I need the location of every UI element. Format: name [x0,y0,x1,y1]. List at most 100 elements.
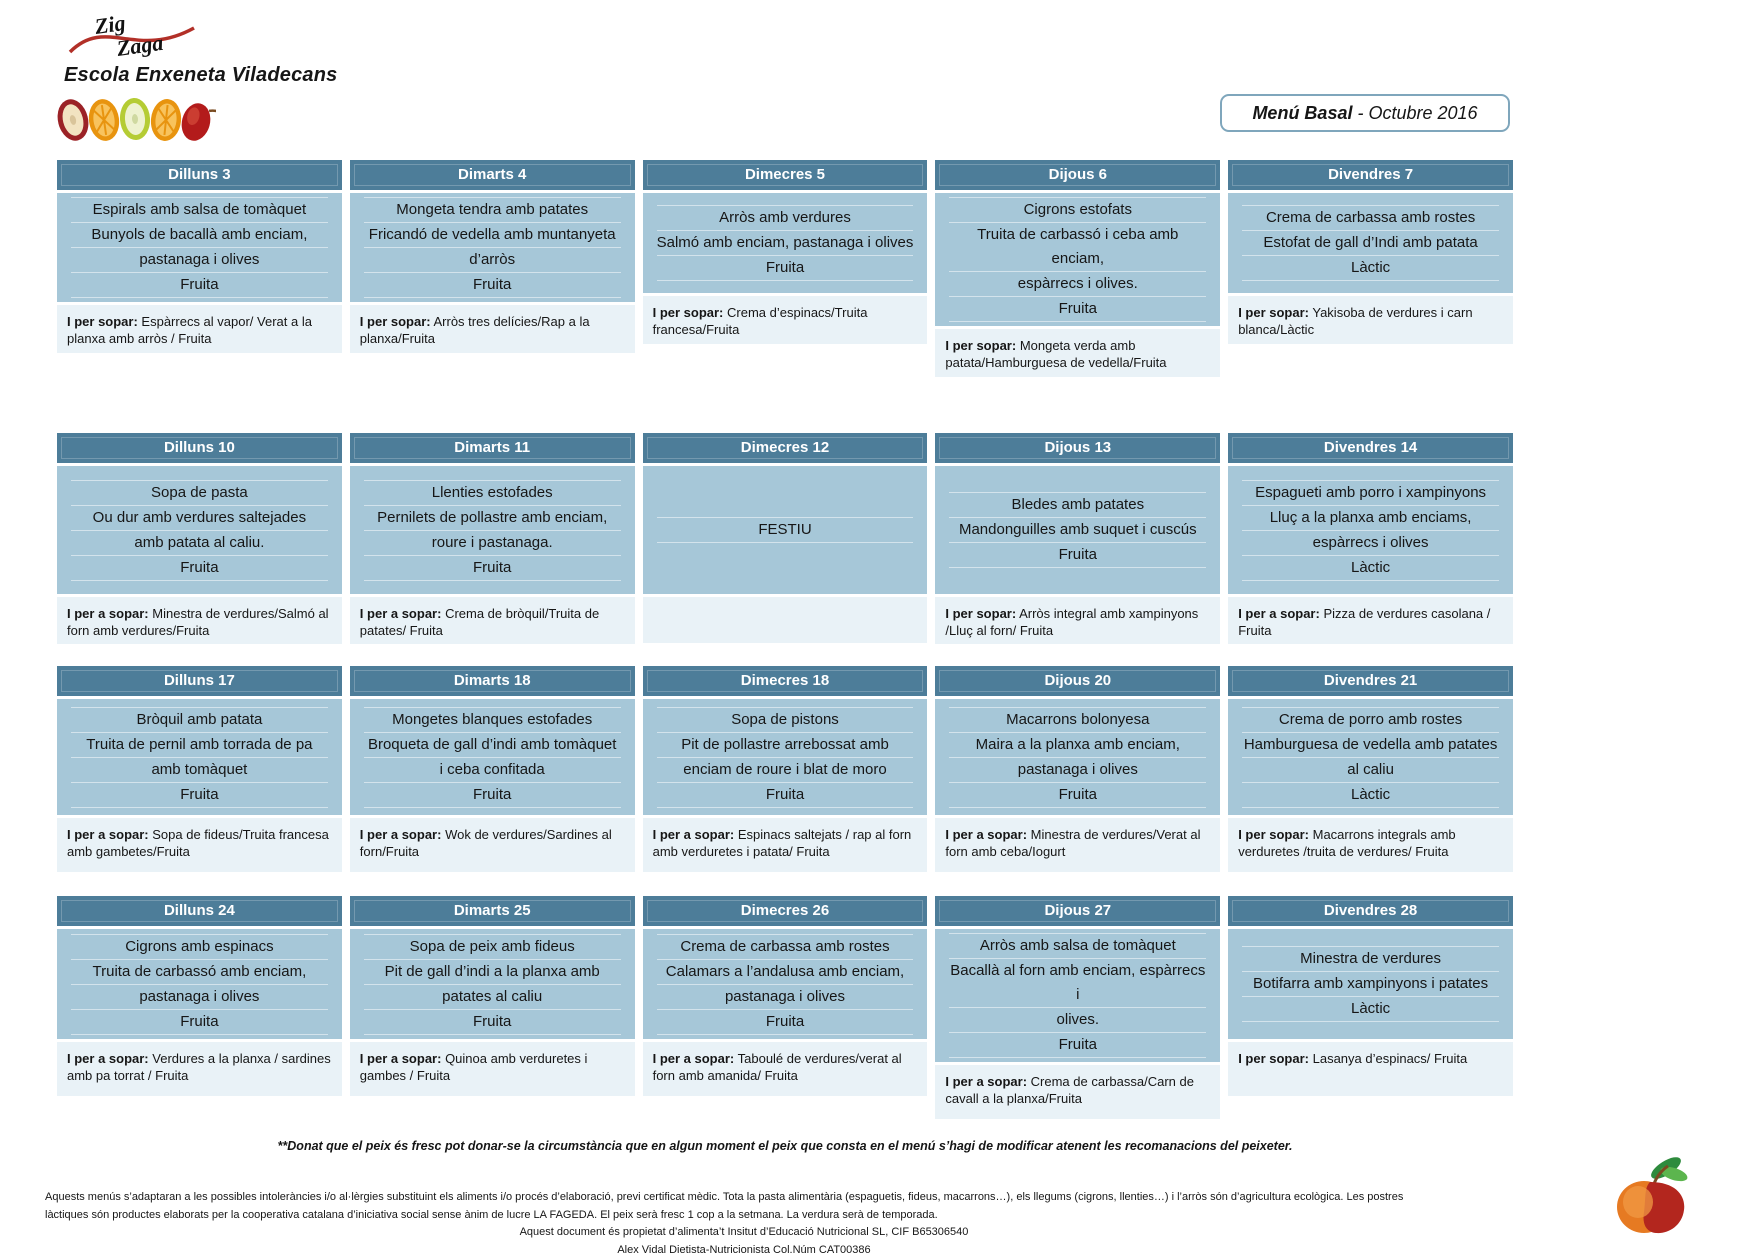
lunch-item: Bacallà al forn amb enciam, espàrrecs i [949,959,1207,1008]
lunch-item: Fruita [363,556,621,581]
day-header: Divendres 14 [1228,433,1513,463]
lunch-item: Ou dur amb verdures saltejades [71,506,328,531]
lunch-item: Fruita [71,783,328,808]
day-header-label: Dilluns 24 [163,902,235,919]
dinner-text: Espinacs saltejats / rap al forn amb ver… [652,827,912,859]
day-header-label: Dimarts 25 [453,902,531,919]
dinner-cell: I per a sopar: Minestra de verdures/Vera… [935,818,1221,872]
lunch-cell: Crema de porro amb rostes Hamburguesa de … [1228,699,1513,815]
dinner-cell: I per sopar: Crema d’espinacs/Truita fra… [642,296,928,344]
menu-weeks: Dilluns 3 Espirals amb salsa de tomàquet B… [57,160,1513,1119]
dinner-text: Espàrrecs al vapor/ Verat a la planxa am… [67,314,312,346]
lunch-item: Truita de pernil amb torrada de pa [71,733,328,758]
logo-text-zig: Zig [92,12,127,39]
day-column: Dijous 13 Bledes amb patates Mandonguilles… [935,433,1221,644]
lunch-item: Bròquil amb patata [71,706,328,733]
dinner-label: I per a sopar: [652,1051,735,1066]
dinner-text: Minestra de verdures/Salmó al forn amb v… [67,606,329,638]
allergy-legal-note: Aquests menús s’adaptaran a les possible… [45,1191,1404,1221]
day-header-label: Divendres 21 [1323,672,1418,689]
day-header: Dilluns 17 [57,666,342,696]
dinner-label: I per a sopar: [359,1051,442,1066]
document-header: Zig Zaga Escola Enxeneta Viladecans M [0,0,1754,160]
lunch-item: patates al caliu [363,985,621,1010]
day-header: Divendres 28 [1228,896,1513,926]
lunch-item: Estofat de gall d’Indi amb patata [1242,231,1499,256]
day-column: Divendres 14 Espagueti amb porro i xampin… [1228,433,1513,644]
day-header: Dimecres 18 [642,666,928,696]
lunch-item: Fruita [949,783,1207,808]
lunch-item: Crema de carbassa amb rostes [1242,205,1499,231]
lunch-item: Maira a la planxa amb enciam, [949,733,1207,758]
day-header: Dijous 20 [935,666,1221,696]
dinner-label: I per sopar: [1238,827,1309,842]
apple-slice-icon [57,99,89,141]
day-header-label: Dijous 20 [1044,672,1112,689]
fruit-banner-image [57,98,216,141]
lunch-cell: Arròs amb verdures Salmó amb enciam, past… [642,193,928,293]
lunch-item: Sopa de pasta [71,479,328,506]
lunch-item: Mandonguilles amb suquet i cuscús [949,518,1207,543]
lunch-item: Fruita [363,1010,621,1035]
lunch-item: Espagueti amb porro i xampinyons [1242,479,1499,506]
dinner-cell: I per a sopar: Minestra de verdures/Salm… [57,597,342,644]
dinner-cell: I per sopar: Mongeta verda amb patata/Ha… [935,329,1221,377]
nutrition-institute-logo [1617,1157,1688,1234]
week-block: Dilluns 17 Bròquil amb patata Truita de pe… [57,666,1513,872]
day-column: Dilluns 3 Espirals amb salsa de tomàquet B… [57,160,342,377]
dinner-label: I per sopar: [359,314,431,329]
dinner-cell [642,597,928,643]
day-column: Dimarts 25 Sopa de peix amb fideus Pit de … [349,896,635,1119]
lunch-cell: Mongetes blanques estofades Broqueta de g… [349,699,635,815]
dinner-text: Arròs integral amb xampinyons /Lluç al f… [945,606,1199,638]
day-column: Dijous 20 Macarrons bolonyesa Maira a la p… [935,666,1221,872]
lunch-cell: Cigrons amb espinacs Truita de carbassó a… [57,929,342,1039]
lunch-item: olives. [949,1008,1207,1033]
day-column: Divendres 21 Crema de porro amb rostes Ham… [1228,666,1513,872]
lunch-item: Salmó amb enciam, pastanaga i olives [656,231,913,256]
day-column: Dilluns 24 Cigrons amb espinacs Truita de … [57,896,342,1119]
day-header: Dimecres 26 [642,896,928,926]
lunch-cell: Arròs amb salsa de tomàquet Bacallà al fo… [935,929,1221,1062]
lunch-cell: Crema de carbassa amb rostes Calamars a l… [642,929,928,1039]
dinner-label: I per a sopar: [652,827,735,842]
day-column: Dilluns 17 Bròquil amb patata Truita de pe… [57,666,342,872]
lunch-item: Broqueta de gall d’indi amb tomàquet [363,733,621,758]
menu-title-month: - Octubre 2016 [1352,102,1478,123]
dinner-label: I per a sopar: [67,606,149,621]
orange-slice-icon [88,99,120,141]
day-header-label: Divendres 14 [1323,439,1418,456]
lunch-item: Fruita [363,273,621,298]
day-column: Dimecres 5 Arròs amb verdures Salmó amb en… [642,160,928,377]
lunch-item: pastanaga i olives [71,985,328,1010]
day-header: Dijous 13 [935,433,1221,463]
green-apple-slice-icon [119,98,151,140]
dinner-cell: I per sopar: Espàrrecs al vapor/ Verat a… [57,305,342,353]
week-block: Dilluns 10 Sopa de pasta Ou dur amb verdur… [57,433,1513,644]
lunch-item: Fruita [363,783,621,808]
lunch-item: Làctic [1242,556,1499,581]
lunch-item: Fruita [71,556,328,581]
dinner-cell: I per a sopar: Quinoa amb verduretes i g… [349,1042,635,1096]
day-header-label: Dimarts 18 [453,672,531,689]
lunch-item: Arròs amb salsa de tomàquet [949,933,1207,959]
dinner-text: Wok de verdures/Sardines al forn/Fruita [359,827,612,859]
lunch-item: Fruita [71,273,328,298]
dinner-label: I per sopar: [1238,1051,1309,1066]
lunch-item: Botifarra amb xampinyons i patates [1242,972,1499,997]
menu-title-main: Menú Basal [1252,102,1353,123]
lunch-item: Lluç a la planxa amb enciams, [1242,506,1499,531]
lunch-item: Arròs amb verdures [656,205,914,231]
lunch-cell: Cigrons estofats Truita de carbassó i ceb… [935,193,1221,326]
dinner-cell: I per a sopar: Verdures a la planxa / sa… [57,1042,342,1096]
day-header: Dilluns 24 [57,896,342,926]
lunch-item: Fruita [949,543,1207,568]
dinner-label: I per sopar: [652,305,724,320]
lunch-item: Mongetes blanques estofades [363,706,621,733]
week-block: Dilluns 24 Cigrons amb espinacs Truita de … [57,896,1513,1119]
day-header: Divendres 21 [1228,666,1513,696]
lunch-item: pastanaga i olives [71,248,328,273]
dinner-cell: I per sopar: Lasanya d’espinacs/ Fruita [1228,1042,1513,1096]
day-column: Dimecres 26 Crema de carbassa amb rostes C… [642,896,928,1119]
